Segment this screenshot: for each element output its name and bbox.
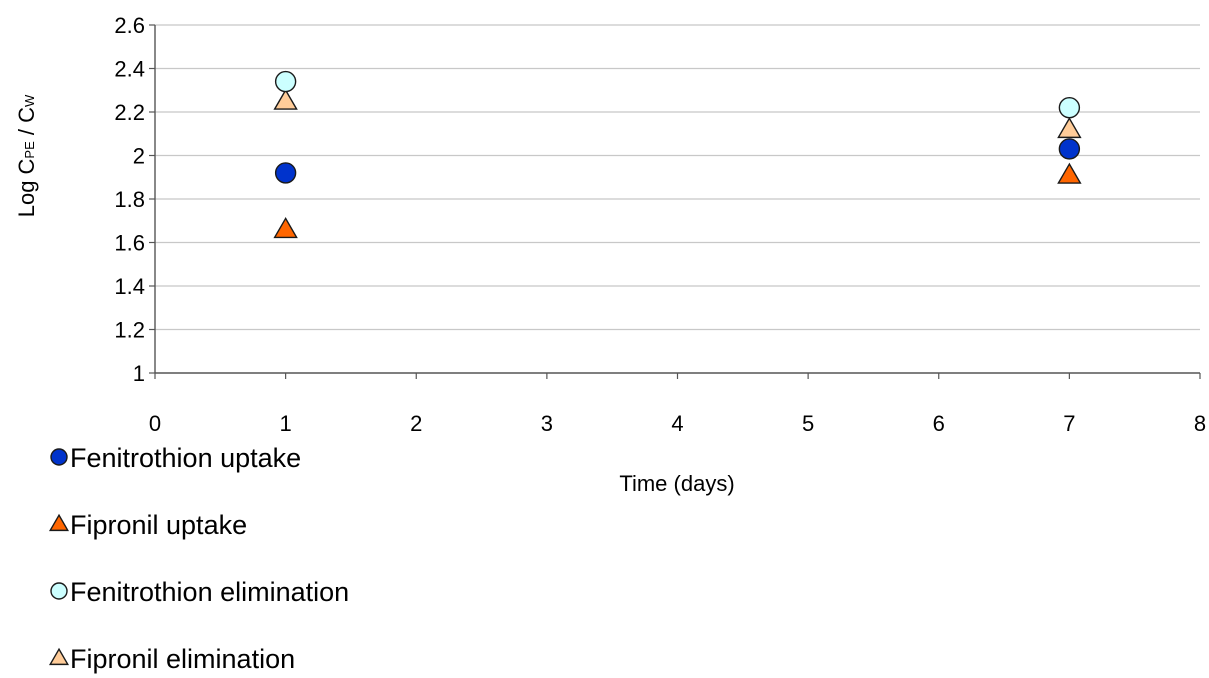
legend-label: Fipronil uptake xyxy=(70,510,247,540)
legend-marker xyxy=(50,448,68,466)
x-tick-labels: 0 1 2 3 4 5 6 7 8 xyxy=(149,411,1206,436)
y-tick-label: 1 xyxy=(133,361,145,386)
legend-marker xyxy=(50,582,68,600)
x-tick-label: 4 xyxy=(671,411,683,436)
x-tick-label: 8 xyxy=(1194,411,1206,436)
data-point-fipronil-uptake xyxy=(1057,162,1082,184)
y-tick-labels: 1 1.2 1.4 1.6 1.8 2 2.2 2.4 2.6 xyxy=(114,13,145,386)
grid-lines xyxy=(155,24,1200,331)
y-tick-label: 1.8 xyxy=(114,187,145,212)
y-axis-title-sub-pe: PE xyxy=(22,141,37,159)
data-point-fenitrothion-uptake xyxy=(274,162,297,184)
data-point-fenitrothion-elimination xyxy=(274,70,297,93)
legend-item: Fenitrothion elimination xyxy=(50,577,349,607)
y-tick-label: 1.6 xyxy=(114,231,145,256)
legend: Fenitrothion uptake Fipronil uptake Fenitr… xyxy=(48,443,349,674)
data-point-fipronil-uptake xyxy=(273,217,298,239)
y-axis-title-sub-w: W xyxy=(22,94,37,107)
legend-item: Fipronil uptake xyxy=(48,510,247,540)
y-axis-title-main: Log C xyxy=(14,158,39,217)
legend-marker xyxy=(48,647,70,666)
x-tick-label: 0 xyxy=(149,411,161,436)
legend-label: Fipronil elimination xyxy=(70,644,295,674)
y-tick-label: 2.4 xyxy=(114,57,145,82)
y-axis-title: Log CPE / CW xyxy=(14,94,39,217)
legend-marker xyxy=(48,513,70,532)
axes xyxy=(149,24,1201,379)
x-tick-label: 3 xyxy=(541,411,553,436)
y-tick-label: 2.2 xyxy=(114,100,145,125)
x-tick-label: 2 xyxy=(410,411,422,436)
y-tick-label: 2 xyxy=(133,144,145,169)
data-point-fenitrothion-uptake xyxy=(1058,138,1081,160)
x-axis-title: Time (days) xyxy=(619,471,734,496)
x-tick-label: 6 xyxy=(933,411,945,436)
legend-label: Fenitrothion elimination xyxy=(70,577,349,607)
legend-item: Fipronil elimination xyxy=(48,644,295,674)
data-point-fipronil-elimination xyxy=(273,88,298,110)
x-tick-label: 7 xyxy=(1063,411,1075,436)
y-tick-label: 1.4 xyxy=(114,274,145,299)
y-tick-label: 2.6 xyxy=(114,13,145,38)
x-tick-label: 5 xyxy=(802,411,814,436)
y-tick-label: 1.2 xyxy=(114,318,145,343)
x-tick-label: 1 xyxy=(280,411,292,436)
legend-label: Fenitrothion uptake xyxy=(70,443,301,473)
legend-item: Fenitrothion uptake xyxy=(50,443,301,473)
y-axis-title-mid: / C xyxy=(14,107,39,141)
data-point-fipronil-elimination xyxy=(1057,116,1082,139)
data-point-fenitrothion-elimination xyxy=(1058,96,1081,119)
data-points xyxy=(273,70,1082,239)
